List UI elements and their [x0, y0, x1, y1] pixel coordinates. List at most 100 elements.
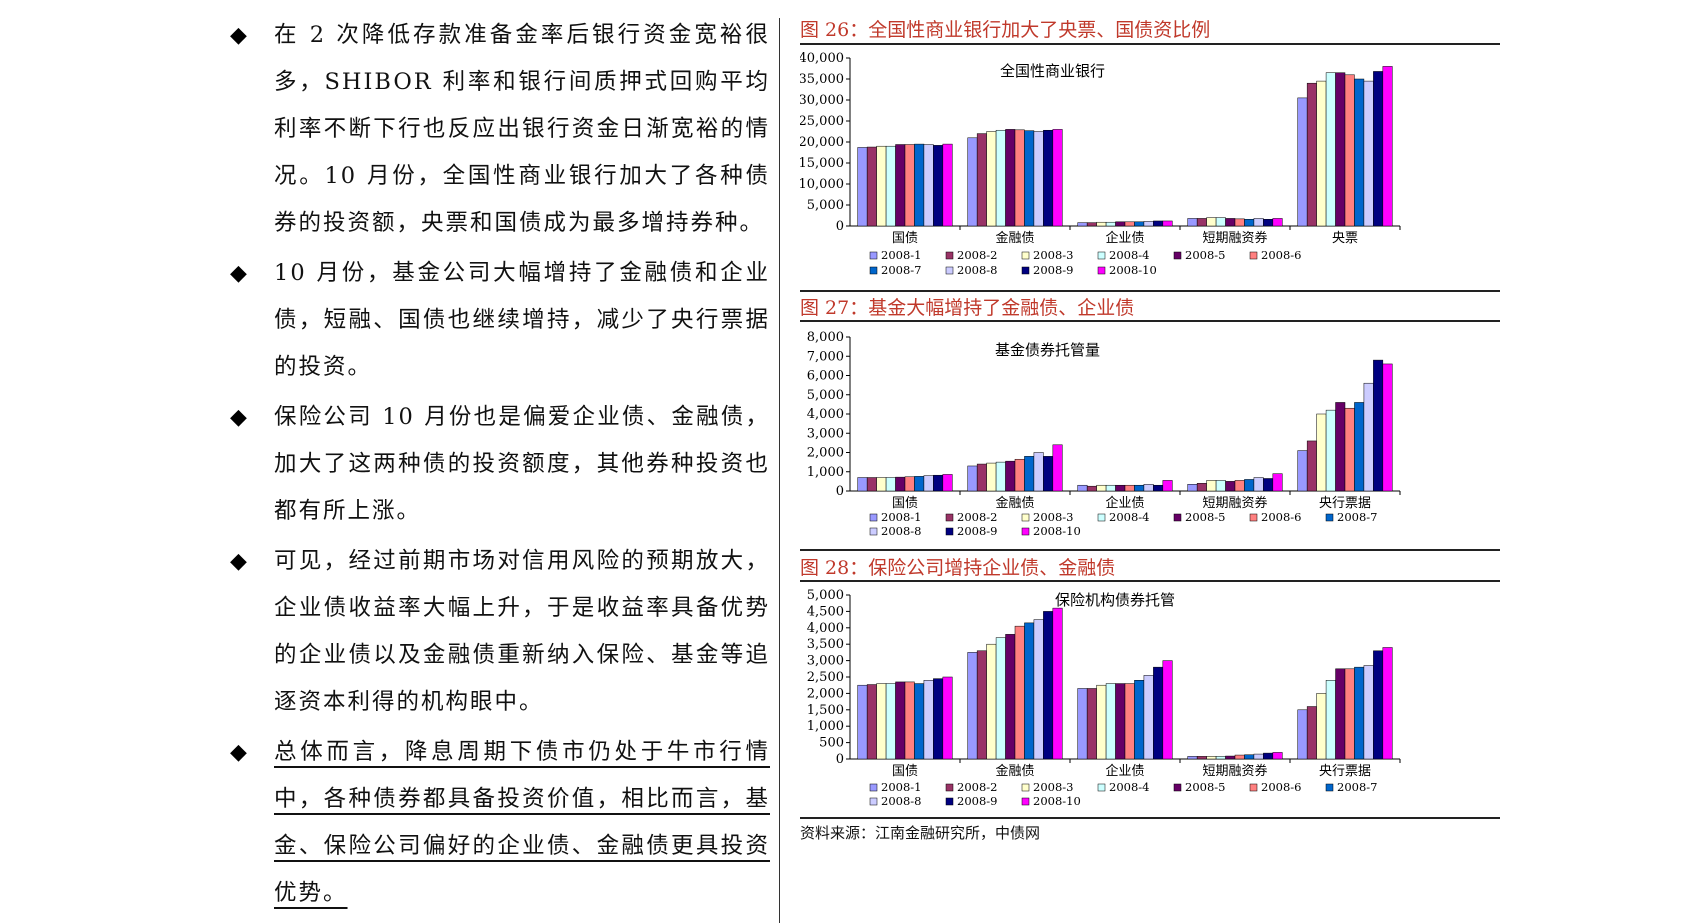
y-tick-label: 3,000 [807, 654, 844, 669]
y-tick-label: 4,000 [807, 407, 844, 422]
bullet-diamond-icon: ◆ [230, 740, 247, 765]
figure-26-title-rule [800, 43, 1500, 45]
bar [1005, 460, 1016, 492]
y-tick-label: 15,000 [800, 156, 844, 171]
x-tick-label: 短期融资券 [1202, 763, 1267, 779]
bar [1206, 217, 1217, 227]
bar [1225, 218, 1236, 227]
bar [1206, 480, 1217, 492]
chart-bank-holdings: 0 5,000 10,000 15,000 20,000 25,000 30,000 35,0… [800, 51, 1401, 277]
y-tick-label: 1,000 [807, 719, 844, 734]
bar [1124, 484, 1135, 492]
bullet-diamond-icon: ◆ [230, 261, 247, 286]
legend-swatch [1325, 513, 1334, 522]
bar [1115, 484, 1126, 492]
legend-swatch [1097, 513, 1106, 522]
x-tick-label: 央票 [1332, 231, 1358, 246]
legend-swatch [945, 251, 954, 260]
legend-label: 2008-2 [957, 248, 997, 262]
bar [1005, 634, 1016, 760]
bar [904, 144, 915, 227]
legend-swatch [869, 513, 878, 522]
bar [1153, 484, 1164, 492]
figure-28-bottom-rule [800, 817, 1500, 819]
bar [1297, 97, 1308, 227]
legend-swatch [1021, 797, 1030, 806]
bar [866, 146, 877, 227]
bar [1196, 483, 1207, 492]
legend-label: 2008-4 [1109, 510, 1149, 524]
legend-label: 2008-8 [881, 794, 921, 808]
bar [986, 462, 997, 492]
bar [1244, 479, 1255, 492]
bar [1105, 484, 1116, 492]
legend-swatch [1325, 783, 1334, 792]
legend-swatch [945, 266, 954, 275]
bar [1225, 755, 1236, 760]
x-tick-label: 国债 [892, 764, 918, 779]
bar [942, 474, 953, 492]
bar [1354, 666, 1365, 760]
bar [1014, 458, 1025, 492]
legend-swatch [1097, 266, 1106, 275]
bar [1272, 752, 1283, 760]
y-tick-label: 6,000 [807, 369, 844, 384]
bar [1354, 78, 1365, 227]
bar [1316, 693, 1327, 760]
bar [1077, 688, 1088, 760]
y-tick-label: 2,000 [807, 446, 844, 461]
source-note: 资料来源：江南金融研究所，中债网 [800, 824, 1041, 842]
bullet-text: 可见，经过前期市场对信用风险的预期放大，企业债收益率大幅上升，于是收益率具备优势… [274, 548, 770, 715]
bar [923, 680, 934, 760]
bar [1363, 382, 1374, 492]
legend-label: 2008-6 [1261, 248, 1301, 262]
bar [967, 137, 978, 227]
legend-swatch [869, 783, 878, 792]
y-tick-label: 25,000 [800, 114, 844, 129]
bar [1297, 709, 1308, 760]
bar [1024, 622, 1035, 760]
y-tick-label: 20,000 [800, 135, 844, 150]
bar [1373, 71, 1384, 227]
legend-swatch [1173, 251, 1182, 260]
figure-28-title-rule [800, 580, 1500, 582]
bar [1325, 409, 1336, 492]
bar [1263, 219, 1274, 227]
bar [876, 683, 887, 760]
y-tick-label: 7,000 [807, 349, 844, 364]
bar [1363, 665, 1374, 760]
bar [1143, 484, 1154, 492]
x-tick-label: 央行票据 [1319, 764, 1371, 779]
bar [914, 143, 925, 227]
x-tick-label: 企业债 [1105, 230, 1144, 246]
bar [1115, 221, 1126, 227]
bar [1096, 221, 1107, 227]
bar [1153, 220, 1164, 227]
legend-label: 2008-7 [881, 263, 921, 277]
y-tick-label: 0 [836, 752, 844, 767]
bar [1354, 402, 1365, 492]
x-tick-label: 金融债 [995, 230, 1034, 246]
bar [923, 144, 934, 227]
x-tick-label: 国债 [892, 496, 918, 511]
bar [857, 477, 868, 492]
bar [1335, 72, 1346, 227]
bar [1244, 754, 1255, 760]
bar [995, 129, 1006, 227]
bar [1086, 485, 1097, 492]
bar [1187, 484, 1198, 492]
bar [1033, 452, 1044, 492]
x-tick-label: 金融债 [995, 495, 1034, 511]
bullet-text: 总体而言，降息周期下债市仍处于牛市行情中，各种债券都具备投资价值，相比而言，基金… [274, 739, 770, 906]
legend-label: 2008-1 [881, 510, 921, 524]
y-tick-label: 0 [836, 484, 844, 499]
bar [1234, 754, 1245, 760]
bullet-item: ◆ 10 月份，基金公司大幅增持了金融债和企业债，短融、国债也继续增持，减少了央行… [230, 250, 770, 391]
bar [857, 684, 868, 760]
bar [1043, 611, 1054, 760]
legend-swatch [869, 797, 878, 806]
bar [923, 475, 934, 492]
figure-26-title: 图 26：全国性商业银行加大了央票、国债资比例 [800, 19, 1211, 41]
x-tick-label: 央行票据 [1319, 496, 1371, 511]
legend-label: 2008-8 [957, 263, 997, 277]
